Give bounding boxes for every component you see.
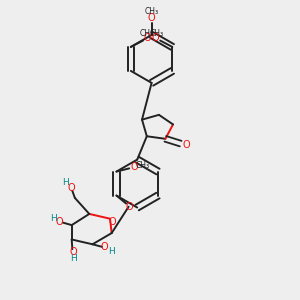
Text: O: O: [144, 33, 152, 43]
Text: H: H: [70, 254, 77, 263]
Text: O: O: [101, 242, 108, 253]
Text: O: O: [183, 140, 190, 150]
Text: O: O: [152, 33, 159, 43]
Text: O: O: [148, 13, 155, 23]
Text: O: O: [56, 217, 63, 227]
Text: O: O: [70, 247, 77, 257]
Text: O: O: [109, 217, 116, 227]
Text: H: H: [50, 214, 56, 223]
Text: CH₃: CH₃: [145, 7, 159, 16]
Text: H: H: [108, 247, 114, 256]
Text: CH₃: CH₃: [136, 161, 150, 170]
Text: CH₃: CH₃: [140, 29, 154, 38]
Text: O: O: [130, 162, 138, 172]
Text: CH₃: CH₃: [149, 29, 164, 38]
Text: O: O: [68, 183, 76, 194]
Text: O: O: [125, 202, 133, 212]
Text: H: H: [62, 178, 69, 187]
